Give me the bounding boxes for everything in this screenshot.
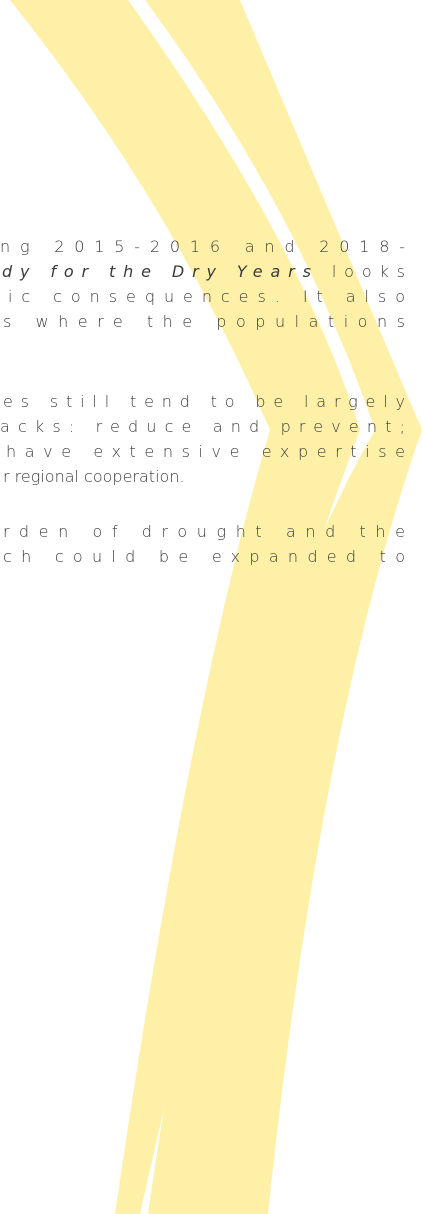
text-line: r regional cooperation. <box>3 467 185 486</box>
decorative-chevron <box>10 0 422 1214</box>
text-span: looks <box>319 262 405 281</box>
page-canvas: ng 2015-2016 and 2018- dy for the Dry Ye… <box>0 0 423 1214</box>
text-line: s where the populations <box>3 312 405 331</box>
page: {"paragraphs": [ {"lines": [ {"text": "n… <box>0 0 423 1214</box>
text-line: rden of drought and the <box>3 522 405 541</box>
text-line: ic consequences. It also <box>8 287 405 306</box>
